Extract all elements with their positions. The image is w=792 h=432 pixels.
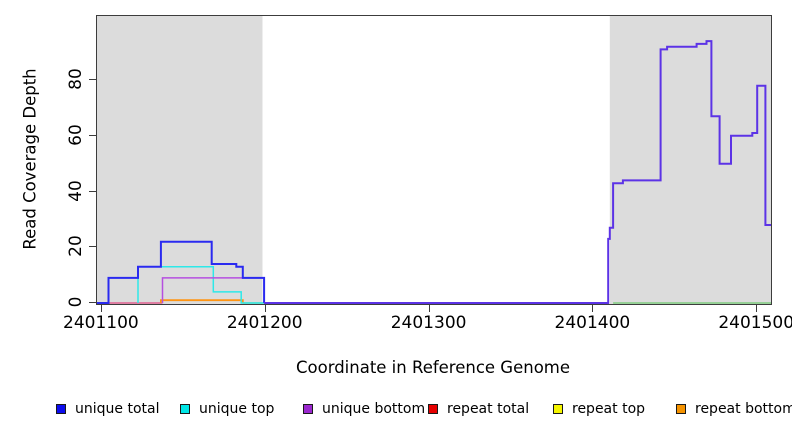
series-repeat-bottom bbox=[160, 299, 244, 303]
x-tick-label: 2401200 bbox=[226, 313, 303, 333]
x-tick-mark bbox=[592, 305, 594, 312]
x-tick-label: 2401400 bbox=[554, 313, 631, 333]
series-unique-total-and-bottom-right bbox=[264, 40, 771, 304]
legend-swatch-icon bbox=[56, 404, 66, 414]
legend-swatch-icon bbox=[676, 404, 686, 414]
y-tick-label: 20 bbox=[66, 235, 86, 258]
y-tick-mark bbox=[89, 79, 96, 81]
y-tick-mark bbox=[89, 190, 96, 192]
y-tick-mark bbox=[89, 134, 96, 136]
legend-item-repeat-top: repeat top bbox=[553, 401, 645, 417]
coverage-chart bbox=[97, 16, 771, 304]
legend-label: unique total bbox=[75, 401, 160, 417]
x-tick-mark bbox=[264, 305, 266, 312]
legend-item-unique-bottom: unique bottom bbox=[303, 401, 425, 417]
y-tick-mark bbox=[89, 302, 96, 303]
plot-area bbox=[96, 15, 772, 305]
highlight-region bbox=[609, 16, 771, 304]
legend-swatch-icon bbox=[180, 404, 190, 414]
legend-swatch-icon bbox=[428, 404, 438, 414]
y-tick-label: 0 bbox=[66, 296, 86, 308]
x-tick-mark bbox=[100, 305, 102, 312]
legend-item-repeat-bottom: repeat bottom bbox=[676, 401, 792, 417]
y-tick-label: 40 bbox=[66, 179, 86, 202]
x-axis-title: Coordinate in Reference Genome bbox=[295, 358, 571, 377]
legend-label: repeat top bbox=[572, 401, 646, 417]
x-tick-mark bbox=[756, 305, 758, 312]
x-tick-label: 2401300 bbox=[390, 313, 467, 333]
series-unique-total-left bbox=[97, 240, 266, 304]
x-tick-mark bbox=[428, 305, 430, 312]
legend-item-repeat-total: repeat total bbox=[428, 401, 529, 417]
y-tick-label: 60 bbox=[66, 123, 86, 146]
legend-item-unique-total: unique total bbox=[56, 401, 159, 417]
y-axis-title: Read Coverage Depth bbox=[20, 68, 40, 250]
legend-swatch-icon bbox=[303, 404, 313, 414]
y-tick-mark bbox=[89, 246, 96, 248]
x-tick-label: 2401500 bbox=[718, 313, 792, 333]
y-tick-label: 80 bbox=[66, 68, 86, 90]
legend-label: unique bottom bbox=[322, 401, 426, 417]
x-tick-label: 2401100 bbox=[63, 313, 139, 333]
legend-label: repeat bottom bbox=[695, 401, 792, 417]
legend-item-unique-top: unique top bbox=[180, 401, 274, 417]
legend-swatch-icon bbox=[553, 404, 563, 414]
legend-label: unique top bbox=[199, 401, 275, 417]
highlight-region bbox=[97, 16, 263, 304]
legend-label: repeat total bbox=[447, 401, 530, 417]
